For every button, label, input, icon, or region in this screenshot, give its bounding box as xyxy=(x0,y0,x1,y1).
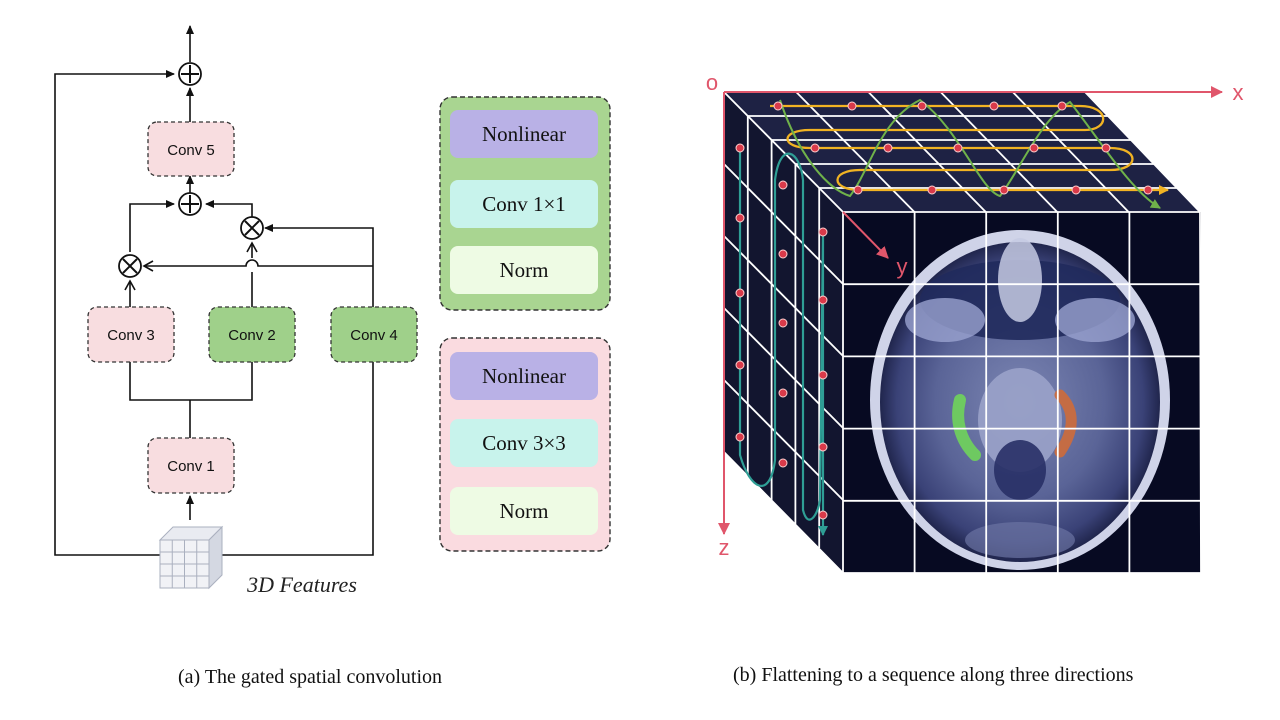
conv5-box: Conv 5 xyxy=(147,121,235,177)
caption-a: (a) The gated spatial convolution xyxy=(178,666,442,688)
axis-z-label: z xyxy=(719,535,730,560)
conv2-box: Conv 2 xyxy=(208,306,296,363)
conv3-box: Conv 3 xyxy=(87,306,175,363)
top-scan-paths xyxy=(770,98,1169,209)
input-features-label: 3D Features xyxy=(246,572,357,597)
green-conv-label: Conv 1×1 xyxy=(482,192,566,216)
legend-pink-block: Nonlinear Conv 3×3 Norm xyxy=(439,337,611,552)
cube-left-face xyxy=(724,92,843,572)
axis-y-label: y xyxy=(897,254,908,279)
pink-nonlinear-label: Nonlinear xyxy=(482,364,566,388)
multiply-operator-right xyxy=(240,216,264,240)
flattening-cube-diagram: o x y z xyxy=(706,70,1244,574)
add-operator-middle xyxy=(178,192,202,216)
multiply-operator-left xyxy=(118,254,142,278)
conv1-box: Conv 1 xyxy=(147,437,235,494)
connection-lines xyxy=(54,25,374,556)
conv4-label: Conv 4 xyxy=(350,327,398,344)
axis-origin-label: o xyxy=(706,70,718,95)
pink-conv-label: Conv 3×3 xyxy=(482,431,566,455)
axes: o x y z xyxy=(706,70,1244,560)
conv4-box: Conv 4 xyxy=(330,306,418,363)
add-operator-top xyxy=(178,62,202,86)
mri-brain-slice xyxy=(843,212,1201,573)
green-nonlinear-label: Nonlinear xyxy=(482,122,566,146)
legend-green-block: Nonlinear Conv 1×1 Norm xyxy=(439,96,611,311)
conv3-label: Conv 3 xyxy=(107,327,155,344)
feature-cube-icon xyxy=(158,525,224,590)
conv2-label: Conv 2 xyxy=(228,327,276,344)
conv1-label: Conv 1 xyxy=(167,458,215,475)
axis-x-label: x xyxy=(1233,80,1244,105)
left-scan-paths xyxy=(735,143,828,536)
conv5-label: Conv 5 xyxy=(167,142,215,159)
green-norm-label: Norm xyxy=(500,258,549,282)
caption-b: (b) Flattening to a sequence along three… xyxy=(733,664,1134,686)
cube-top-face xyxy=(724,92,1200,212)
pink-norm-label: Norm xyxy=(500,499,549,523)
gated-conv-diagram: Conv 5 Conv 3 Conv 2 Conv 4 Conv 1 3D Fe… xyxy=(54,25,418,597)
